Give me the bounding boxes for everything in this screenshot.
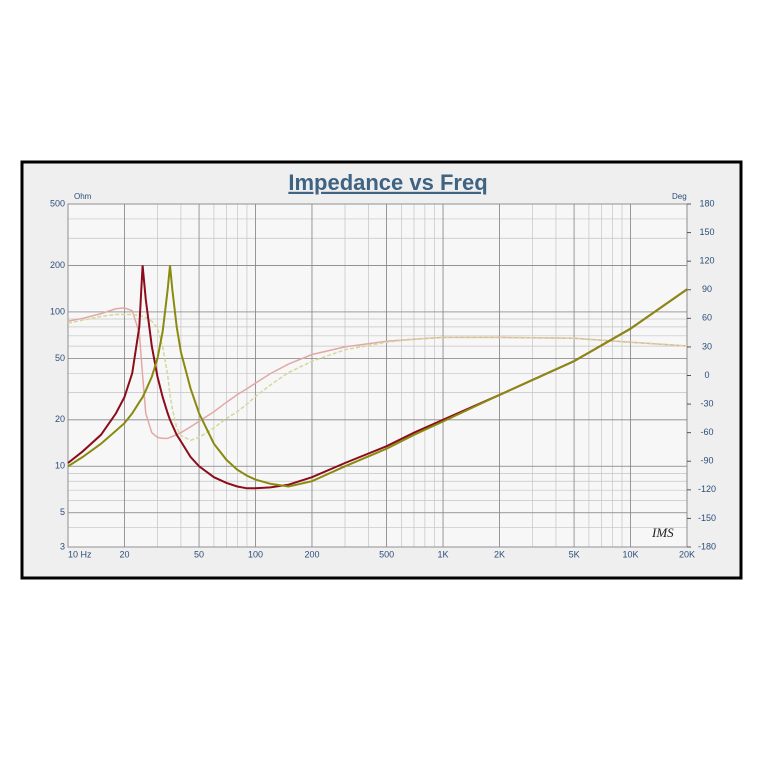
y-tick-label: 100 (50, 306, 65, 316)
y2-tick-label: -180 (698, 541, 716, 551)
x-tick-label: 5K (569, 549, 580, 559)
y-tick-label: 50 (55, 353, 65, 363)
series-line (67, 265, 688, 488)
y2-tick-label: -150 (698, 513, 716, 523)
series-line (67, 313, 688, 442)
plot-area (67, 203, 688, 548)
x-tick-label: 10 Hz (68, 549, 92, 559)
x-tick-label: 200 (304, 549, 319, 559)
y-tick-label: 3 (60, 541, 65, 551)
x-tick-label: 10K (623, 549, 639, 559)
x-tick-label: 50 (194, 549, 204, 559)
x-tick-label: 1K (438, 549, 449, 559)
y-axis-label: Ohm (74, 192, 92, 201)
x-tick-label: 100 (248, 549, 263, 559)
y2-tick-label: -120 (698, 484, 716, 494)
y-tick-label: 500 (50, 198, 65, 208)
y-tick-label: 200 (50, 260, 65, 270)
x-tick-label: 2K (494, 549, 505, 559)
y2-tick-label: -60 (700, 427, 713, 437)
y2-tick-label: 90 (702, 284, 712, 294)
annotation: IMS (651, 525, 674, 540)
y2-tick-label: 0 (704, 370, 709, 380)
x-tick-label: 20 (119, 549, 129, 559)
x-tick-label: 20K (679, 549, 695, 559)
y2-tick-label: 30 (702, 341, 712, 351)
y2-tick-label: 180 (699, 198, 714, 208)
series-line (67, 307, 688, 440)
y2-tick-label: -90 (700, 456, 713, 466)
y2-tick-label: 150 (699, 227, 714, 237)
y2-tick-label: 60 (702, 313, 712, 323)
y2-tick-label: 120 (699, 256, 714, 266)
y2-tick-label: -30 (700, 398, 713, 408)
x-tick-label: 500 (379, 549, 394, 559)
y-tick-label: 20 (55, 414, 65, 424)
y-tick-label: 10 (55, 461, 65, 471)
chart-title: Impedance vs Freq (288, 170, 487, 195)
series-line (67, 265, 688, 490)
y2-axis-label: Deg (672, 192, 687, 201)
y-tick-label: 5 (60, 507, 65, 517)
